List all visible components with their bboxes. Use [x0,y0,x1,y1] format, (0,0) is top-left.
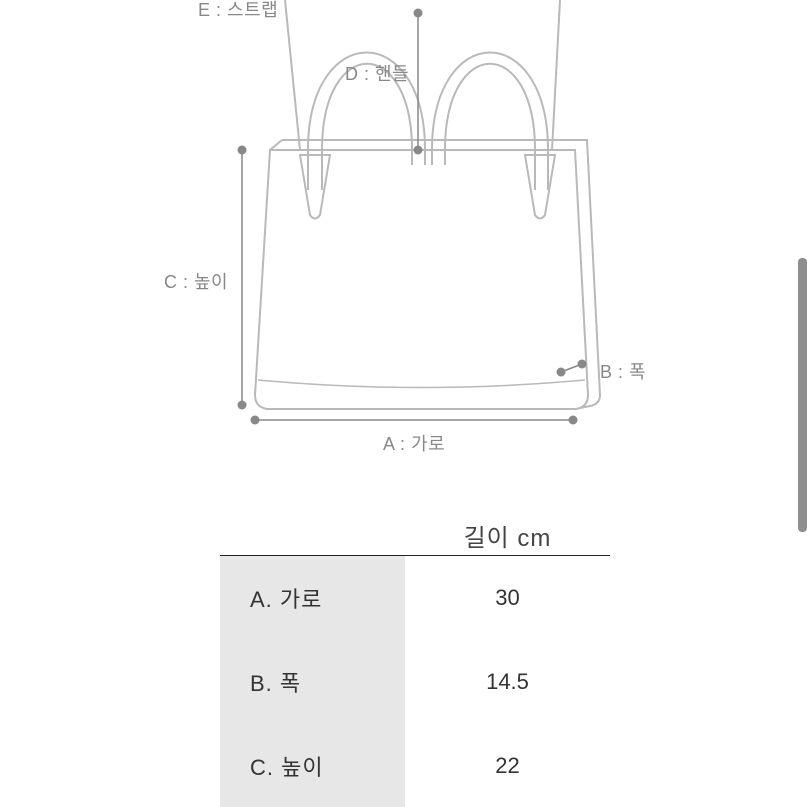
size-row-label: C. 높이 [220,724,405,807]
dim-label-d: D : 핸들 [345,60,409,86]
size-row-value: 30 [405,585,610,611]
vertical-scrollbar[interactable] [798,258,807,532]
table-row: A. 가로 30 [220,556,610,640]
dim-label-c: C : 높이 [164,268,228,294]
bag-dimension-diagram: E : 스트랩 D : 핸들 C : 높이 B : 폭 A : 가로 [0,0,807,510]
size-table-header: 길이 cm [405,518,610,553]
size-row-value: 14.5 [405,669,610,695]
table-row: B. 폭 14.5 [220,640,610,724]
size-row-label: A. 가로 [220,556,405,640]
size-row-value: 22 [405,753,610,779]
size-row-label: B. 폭 [220,640,405,724]
table-row: C. 높이 22 [220,724,610,807]
dim-label-b: B : 폭 [600,358,646,384]
size-table: 길이 cm A. 가로 30 B. 폭 14.5 C. 높이 22 [220,515,610,807]
dim-label-e: E : 스트랩 [198,0,278,22]
size-table-header-row: 길이 cm [220,515,610,556]
dim-label-a: A : 가로 [383,430,445,456]
